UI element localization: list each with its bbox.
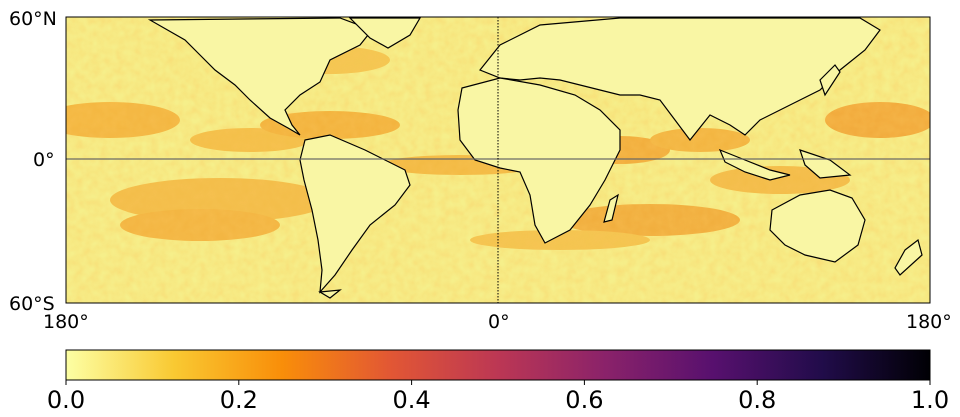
colorbar-tick-label: 0.4	[392, 386, 431, 414]
lon-label-west: 180°	[43, 311, 89, 333]
lon-label-center: 0°	[488, 311, 510, 333]
colorbar-tick-label: 0.8	[738, 386, 777, 414]
data-field	[66, 17, 930, 303]
colorbar-tick-label: 0.0	[46, 386, 86, 414]
map-frame	[65, 16, 931, 304]
colorbar	[65, 349, 931, 385]
coastlines	[147, 17, 923, 299]
lon-label-east: 180°	[906, 311, 952, 333]
colorbar-tick-label: 0.2	[219, 386, 258, 414]
lat-label-equator: 0°	[33, 149, 55, 171]
colorbar-tick-label: 1.0	[910, 386, 950, 414]
colorbar-tick-label: 0.6	[565, 386, 604, 414]
lat-label-north: 60°N	[9, 8, 57, 30]
lat-label-south: 60°S	[9, 293, 55, 315]
